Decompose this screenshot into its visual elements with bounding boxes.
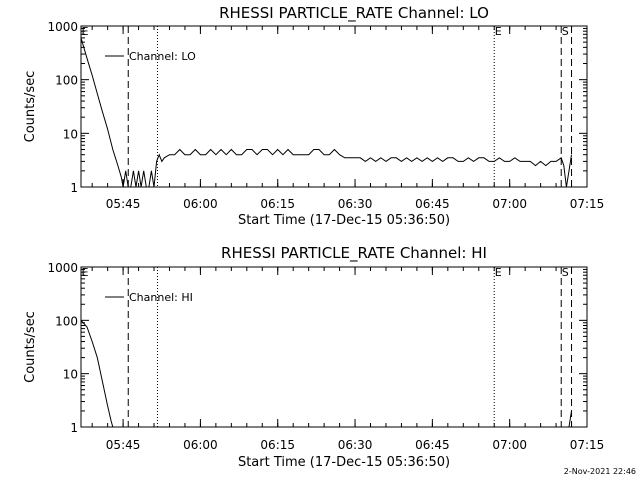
chart-title: RHESSI PARTICLE_RATE Channel: HI xyxy=(221,244,487,263)
series-line xyxy=(80,37,572,188)
chart-title: RHESSI PARTICLE_RATE Channel: LO xyxy=(219,4,489,23)
x-tick-label: 06:00 xyxy=(183,197,218,211)
x-axis-label: Start Time (17-Dec-15 05:36:50) xyxy=(238,455,450,470)
series-line xyxy=(80,319,572,428)
event-marker-label: S xyxy=(562,266,569,279)
y-tick-label: 1000 xyxy=(47,261,78,275)
event-marker-label: E xyxy=(495,266,502,279)
x-tick-label: 07:15 xyxy=(570,438,605,452)
x-tick-label: 06:15 xyxy=(260,197,295,211)
x-tick-label: 06:00 xyxy=(183,438,218,452)
y-tick-label: 10 xyxy=(63,368,78,382)
chart-panel-1: RHESSI PARTICLE_RATE Channel: LO 1 10 100 10… xyxy=(23,4,604,228)
event-marker-label: S xyxy=(562,25,569,38)
y-tick-label: 100 xyxy=(55,74,78,88)
x-tick-label: 06:30 xyxy=(338,197,373,211)
y-tick-label: 1000 xyxy=(47,20,78,34)
y-tick-label: 10 xyxy=(63,127,78,141)
x-tick-label: 07:15 xyxy=(570,197,605,211)
y-tick-label: 1 xyxy=(70,181,78,195)
chart-panel-2: RHESSI PARTICLE_RATE Channel: HI 1 10 100 10… xyxy=(23,244,604,470)
x-tick-label: 06:15 xyxy=(260,438,295,452)
event-marker-label: E xyxy=(82,25,89,38)
x-tick-label: 05:45 xyxy=(106,438,141,452)
x-tick-label: 06:30 xyxy=(338,438,373,452)
x-tick-label: 07:00 xyxy=(492,197,527,211)
x-tick-label: 05:45 xyxy=(106,197,141,211)
y-tick-label: 100 xyxy=(55,314,78,328)
x-tick-label: 06:45 xyxy=(415,197,450,211)
x-tick-label: 06:45 xyxy=(415,438,450,452)
legend-entry: Channel: LO xyxy=(129,50,196,63)
footer-timestamp: 2-Nov-2021 22:46 xyxy=(563,467,636,476)
event-marker-label: E xyxy=(82,266,89,279)
event-marker-label: E xyxy=(495,25,502,38)
legend-entry: Channel: HI xyxy=(129,291,193,304)
x-tick-label: 07:00 xyxy=(492,438,527,452)
y-tick-label: 1 xyxy=(70,421,78,435)
y-axis-label: Counts/sec xyxy=(23,71,38,143)
x-axis-label: Start Time (17-Dec-15 05:36:50) xyxy=(238,213,450,228)
y-axis-label: Counts/sec xyxy=(23,311,38,383)
